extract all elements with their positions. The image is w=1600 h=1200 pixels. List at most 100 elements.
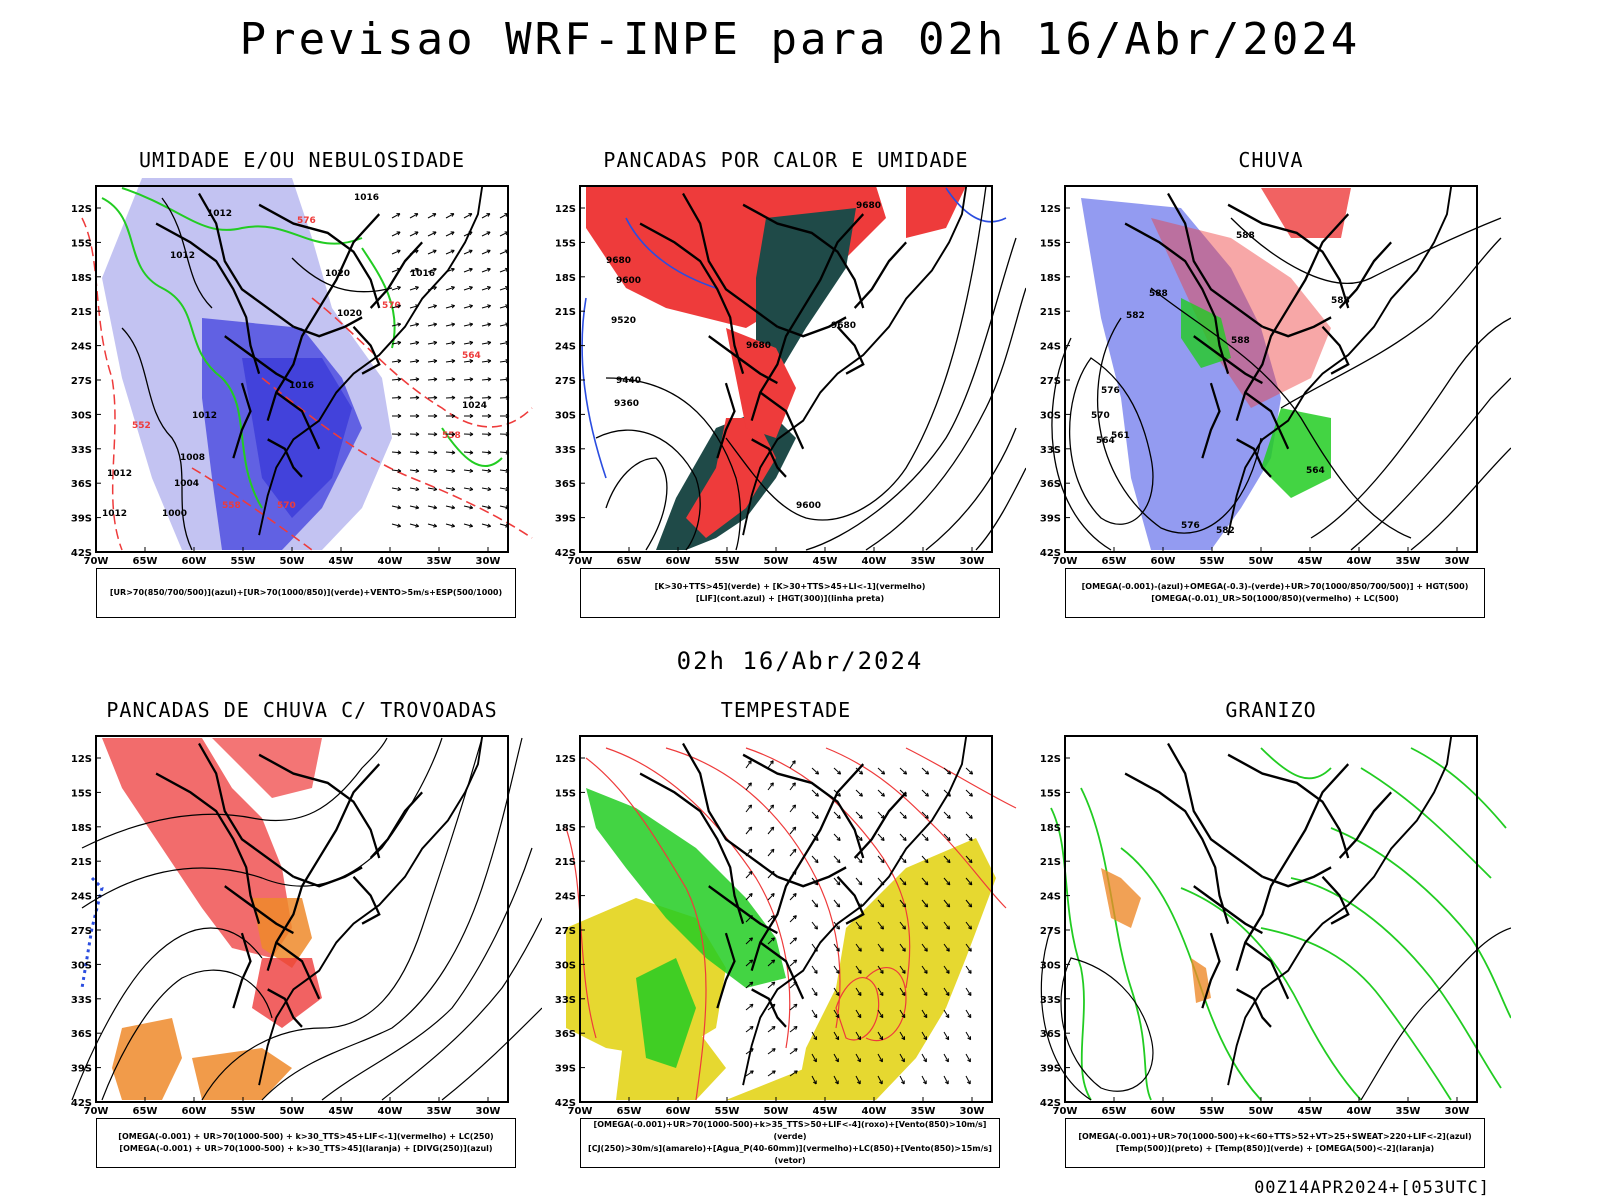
wind-arrow-head bbox=[922, 1080, 927, 1085]
wind-vectors bbox=[745, 760, 974, 1085]
wind-arrow bbox=[767, 915, 775, 923]
border-line bbox=[751, 438, 787, 478]
contour-label: 9440 bbox=[616, 376, 641, 386]
map-pancadas-calor: 9680 9680 9600 9520 9440 9360 9680 9680 9600 12S… bbox=[555, 185, 1026, 567]
wind-arrow bbox=[921, 789, 929, 797]
wind-arrow bbox=[877, 811, 885, 819]
border-line bbox=[267, 438, 303, 478]
lon-label: 60W bbox=[1151, 1106, 1176, 1117]
wind-arrow bbox=[921, 877, 929, 886]
border-line bbox=[224, 885, 294, 935]
wind-arrow bbox=[463, 469, 473, 472]
wind-arrow bbox=[899, 789, 907, 797]
wind-arrow-head bbox=[770, 915, 775, 920]
contour-label: 9680 bbox=[606, 256, 631, 266]
border-line bbox=[352, 325, 381, 375]
wind-arrow-head bbox=[432, 213, 437, 217]
wind-arrow-head bbox=[858, 925, 862, 930]
border-line bbox=[352, 875, 381, 925]
wind-arrow-head bbox=[793, 937, 798, 942]
wind-arrow bbox=[391, 523, 401, 527]
wind-arrow-head bbox=[880, 859, 885, 864]
wind-arrow-head bbox=[813, 1014, 818, 1019]
wind-arrow-head bbox=[856, 1080, 861, 1085]
wind-arrow bbox=[391, 505, 401, 509]
wind-arrow bbox=[833, 1075, 839, 1085]
wind-arrow bbox=[811, 811, 819, 819]
wind-arrow-head bbox=[924, 859, 929, 864]
wind-arrow-head bbox=[415, 286, 419, 291]
wind-arrow-head bbox=[924, 792, 929, 797]
contour-label: 9680 bbox=[831, 321, 856, 331]
wind-arrow-head bbox=[835, 969, 840, 974]
wind-arrow-head bbox=[771, 937, 776, 942]
wind-arrow bbox=[899, 877, 907, 886]
wind-arrow-head bbox=[469, 395, 474, 400]
wind-arrow bbox=[943, 899, 951, 908]
wind-arrow bbox=[767, 760, 774, 769]
wind-arrow-head bbox=[923, 991, 928, 996]
wind-arrow-head bbox=[923, 1036, 928, 1041]
legend-line: [OMEGA(-0.01)_UR>50(1000/850)(vermelho) … bbox=[1151, 594, 1399, 603]
lat-label: 42S bbox=[555, 548, 576, 559]
wind-arrow-head bbox=[902, 881, 907, 886]
wind-arrow-head bbox=[924, 837, 929, 842]
contour-label: 558 bbox=[222, 501, 241, 511]
contour-label: 1020 bbox=[337, 309, 362, 319]
country-borders bbox=[1124, 735, 1453, 1086]
contour-label: 1004 bbox=[174, 479, 199, 489]
wind-arrow-head bbox=[791, 760, 796, 765]
wind-arrow-head bbox=[397, 432, 402, 437]
lat-label: 15S bbox=[71, 238, 92, 249]
panel-tempestade: TEMPESTADE 12S 15S 18S 21S 24S 27S 30S 33S 36S 39… bbox=[546, 698, 1026, 1168]
wind-arrow bbox=[427, 323, 437, 327]
wind-arrow-head bbox=[857, 1058, 861, 1063]
wind-arrow bbox=[745, 1070, 754, 1077]
legend-line: [CJ(250)>30m/s](amarelo)+[Agua_P(40-60mm… bbox=[588, 1144, 992, 1165]
country-borders bbox=[1124, 185, 1453, 536]
wind-arrow-head bbox=[486, 213, 491, 217]
wind-arrow bbox=[899, 1031, 906, 1041]
lon-label: 30W bbox=[960, 556, 985, 567]
wind-arrow-head bbox=[396, 249, 401, 254]
map-umidade: 1012 1012 1016 1020 1020 1016 1016 1012 1008 1004… bbox=[71, 178, 533, 567]
wind-arrow-head bbox=[924, 903, 929, 908]
lat-label: 15S bbox=[555, 238, 576, 249]
lon-label: 30W bbox=[1445, 1106, 1470, 1117]
border-line bbox=[1193, 885, 1263, 935]
wind-arrow-head bbox=[433, 432, 438, 437]
contour-label: 564 bbox=[1096, 436, 1115, 446]
lat-label: 18S bbox=[71, 823, 92, 834]
wind-arrow-head bbox=[397, 395, 402, 400]
wind-arrow-head bbox=[469, 377, 474, 382]
wind-arrow-head bbox=[469, 304, 474, 309]
lat-label: 27S bbox=[555, 376, 576, 387]
wind-arrow bbox=[855, 1031, 862, 1041]
wind-arrow-head bbox=[792, 893, 797, 897]
contour-label: 564 bbox=[1306, 466, 1325, 476]
wind-arrow bbox=[427, 305, 437, 309]
lon-label: 45W bbox=[813, 556, 838, 567]
lat-label: 39S bbox=[71, 514, 92, 525]
border-line bbox=[293, 866, 363, 888]
panel-title: PANCADAS POR CALOR E UMIDADE bbox=[603, 148, 969, 172]
wind-arrow-head bbox=[902, 814, 907, 819]
wind-arrow-head bbox=[835, 1014, 840, 1019]
wind-arrow-head bbox=[748, 870, 753, 875]
legend-line: [OMEGA(-0.001)-(azul)+OMEGA(-0.3)-(verde… bbox=[1081, 582, 1469, 591]
lon-label: 40W bbox=[862, 556, 887, 567]
wind-arrow-head bbox=[945, 1058, 949, 1063]
wind-arrow bbox=[833, 855, 841, 864]
wind-arrow-head bbox=[793, 1003, 798, 1008]
wind-arrow bbox=[965, 789, 973, 797]
wind-arrow-head bbox=[487, 413, 492, 419]
wind-arrow bbox=[811, 899, 819, 908]
wind-arrow-head bbox=[397, 486, 402, 492]
lat-label: 42S bbox=[71, 1098, 92, 1109]
lon-label: 60W bbox=[182, 556, 207, 567]
wind-arrow-head bbox=[923, 1058, 927, 1063]
contour-label: 9600 bbox=[616, 276, 641, 286]
wind-arrow-head bbox=[814, 903, 819, 908]
